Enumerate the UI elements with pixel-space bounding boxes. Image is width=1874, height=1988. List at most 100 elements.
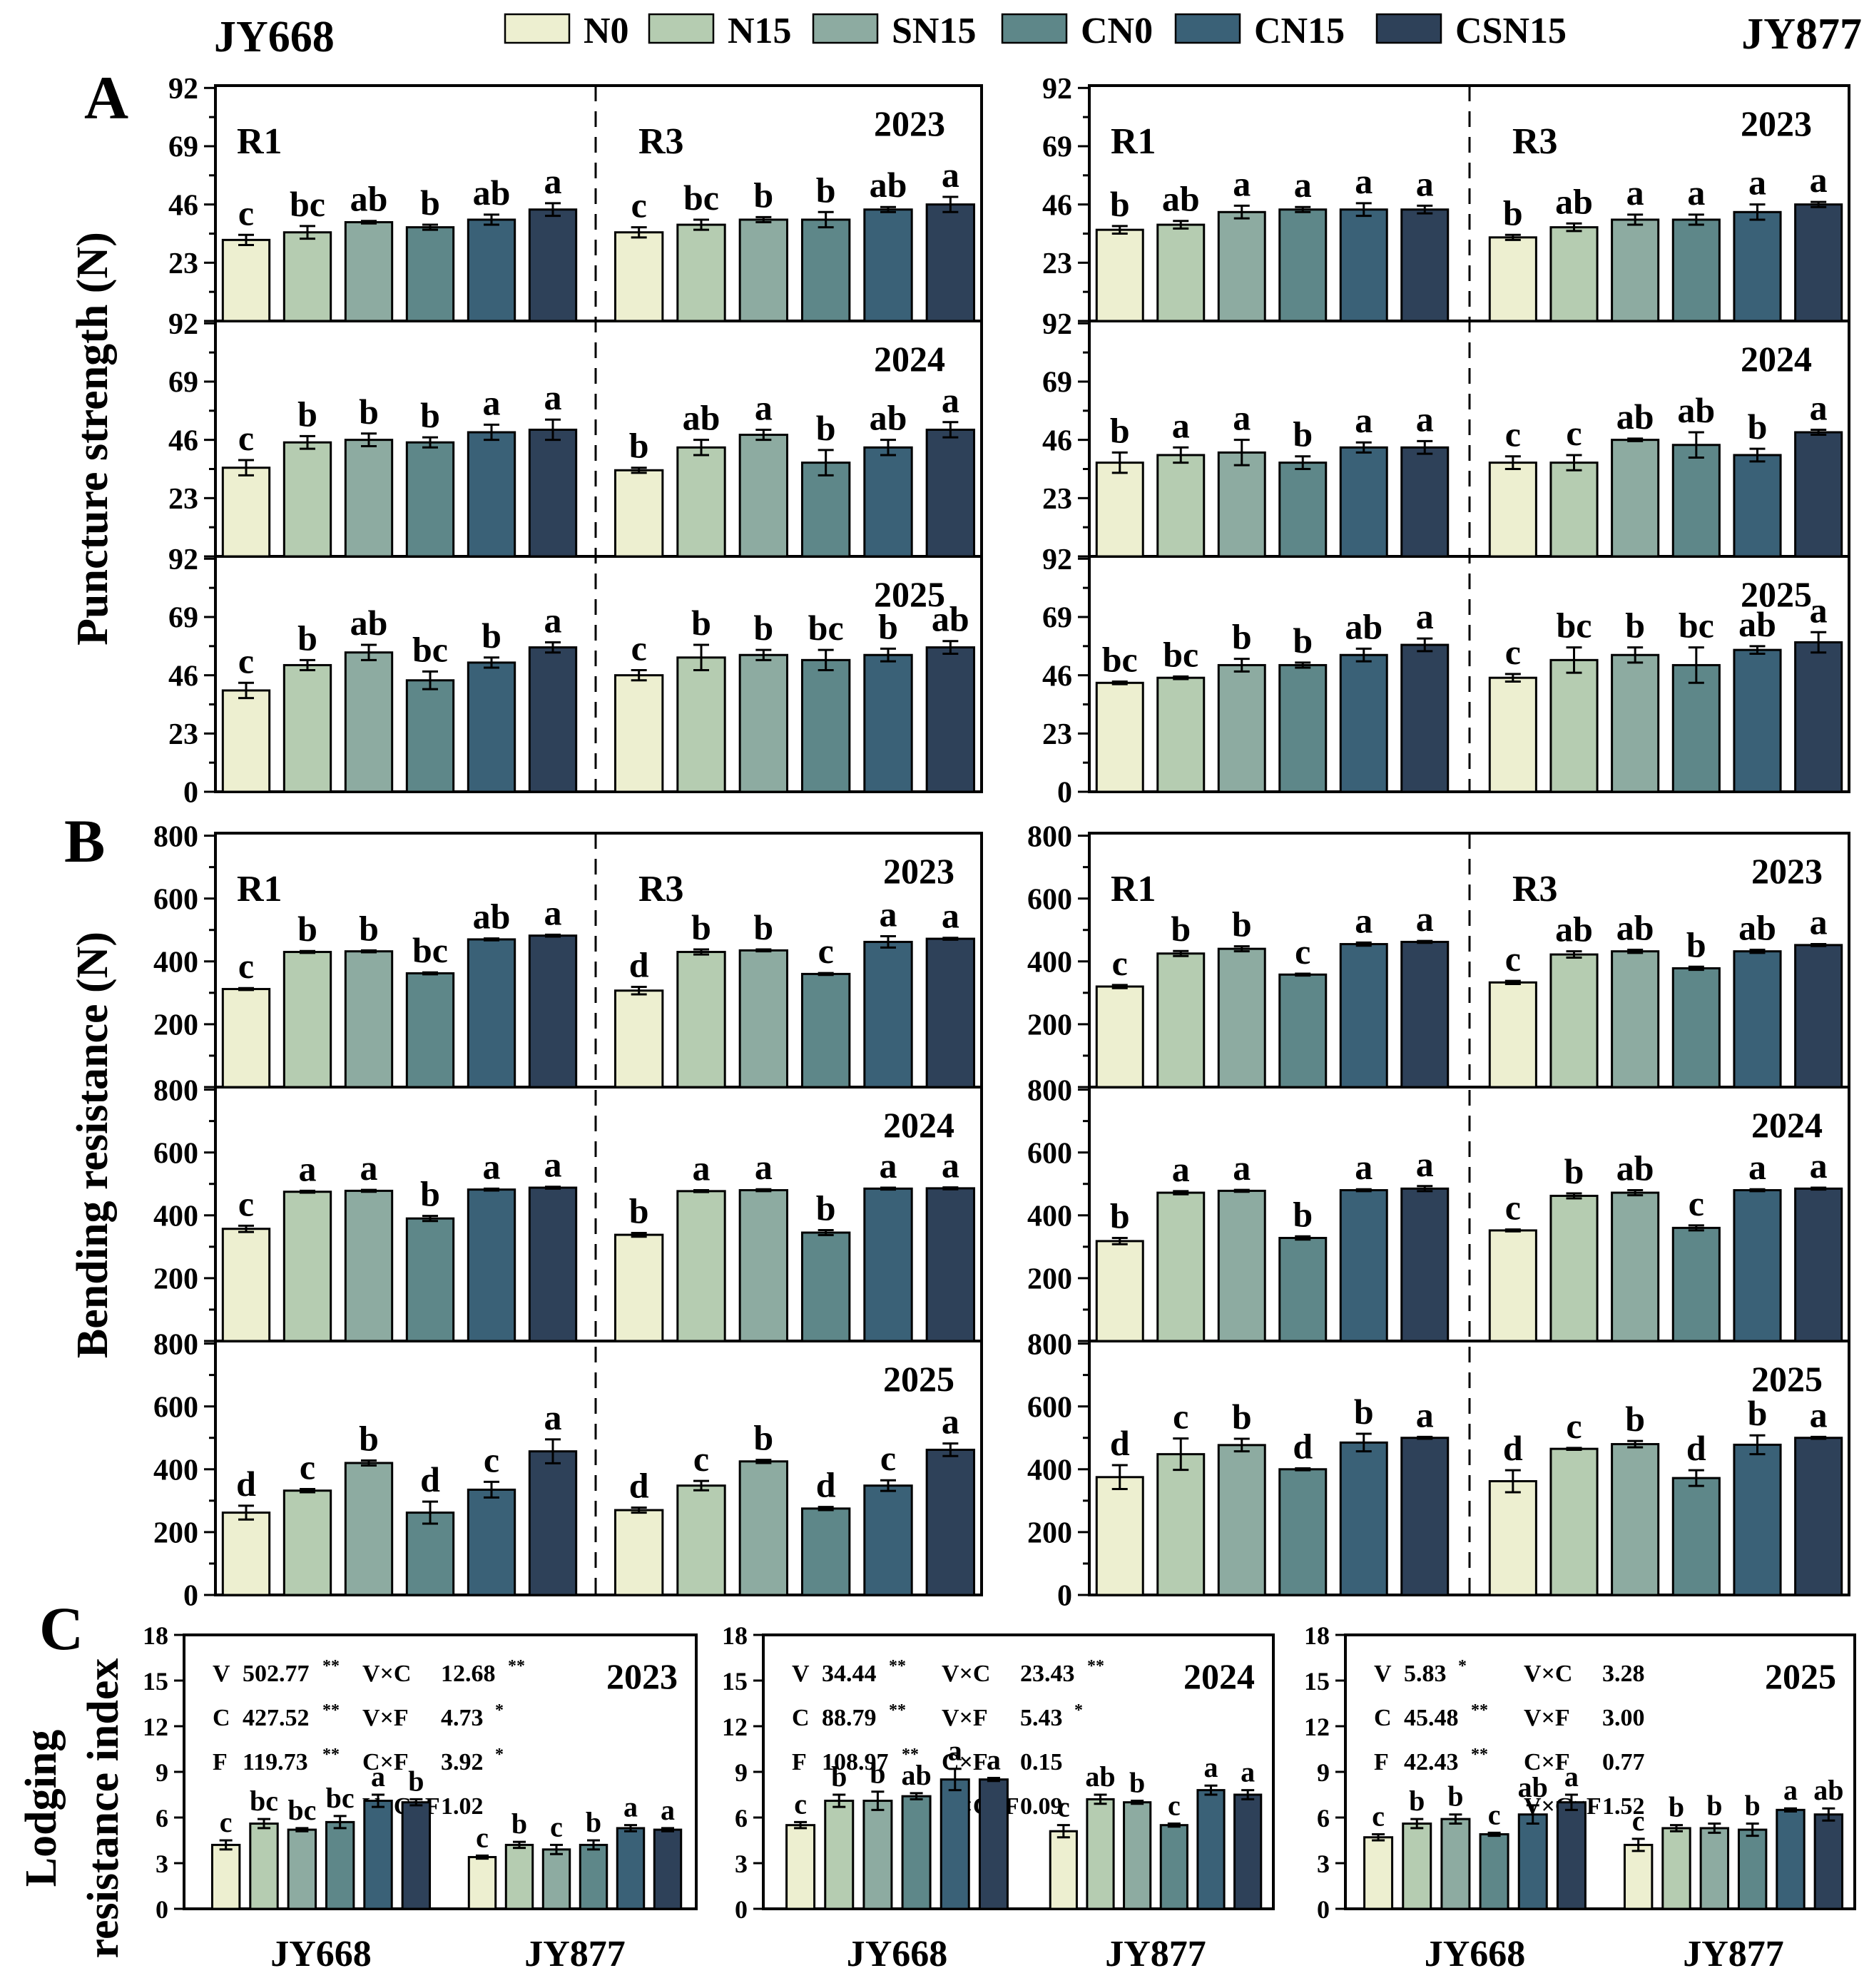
significance-label: c xyxy=(1632,1805,1645,1837)
significance-label: b xyxy=(297,618,317,658)
significance-label: b xyxy=(831,1760,847,1793)
legend-swatch-cn0 xyxy=(1001,13,1068,44)
bar-r3-csn15 xyxy=(925,428,976,558)
significance-label: a xyxy=(1355,400,1373,440)
significance-label: b xyxy=(691,907,711,947)
legend-label-cn15: CN15 xyxy=(1254,11,1345,51)
y-tick-label: 9 xyxy=(735,1758,748,1787)
significance-label: b xyxy=(753,1418,773,1458)
significance-label: b xyxy=(1503,193,1523,233)
significance-label: b xyxy=(753,608,773,648)
significance-label: a xyxy=(544,1145,562,1185)
y-tick-label: 200 xyxy=(153,1263,198,1296)
significance-label: b xyxy=(420,395,440,435)
bar-r1-n15 xyxy=(1156,952,1206,1089)
significance-label: ab xyxy=(1085,1760,1115,1793)
y-tick-label: 69 xyxy=(168,602,198,635)
stat-value: 5.83 xyxy=(1404,1661,1447,1687)
y-tick-label: 23 xyxy=(1042,248,1072,280)
stat-sig: ** xyxy=(889,1701,906,1720)
significance-label: a xyxy=(1564,1760,1579,1793)
significance-label: a xyxy=(942,155,959,195)
bar-r1-cn0 xyxy=(405,679,455,793)
year-label: 2024 xyxy=(874,339,945,379)
bar-r3-sn15 xyxy=(738,1460,789,1596)
bar-r1-cn0 xyxy=(405,972,455,1089)
significance-label: a xyxy=(1355,1147,1373,1187)
year-label: 2024 xyxy=(1183,1656,1255,1696)
y-tick-label: 46 xyxy=(1042,424,1072,457)
significance-label: a xyxy=(1233,163,1251,203)
stage-label-r1: R1 xyxy=(1111,869,1156,909)
significance-label: b xyxy=(1232,904,1252,944)
bar-r3-csn15 xyxy=(925,1448,976,1596)
significance-label: c xyxy=(1566,1406,1582,1446)
year-label: 2024 xyxy=(1741,339,1812,379)
x-group-label: JY877 xyxy=(524,1934,626,1974)
significance-label: a xyxy=(942,1146,959,1186)
bar-r3-cn0 xyxy=(1671,1477,1721,1596)
significance-label: ab xyxy=(1555,909,1593,949)
significance-label: a xyxy=(1294,165,1312,205)
y-tick-label: 600 xyxy=(1027,883,1072,916)
bar-r1-n0 xyxy=(221,1228,271,1342)
significance-label: b xyxy=(1232,617,1252,657)
stat-value: 3.92 xyxy=(441,1749,484,1775)
y-tick-label: 200 xyxy=(1027,1009,1072,1042)
year-label: 2024 xyxy=(883,1105,954,1145)
legend-swatch-cn15 xyxy=(1174,13,1241,44)
significance-label: a xyxy=(483,382,501,422)
significance-label: a xyxy=(544,161,562,201)
significance-label: c xyxy=(880,1438,896,1478)
bar-r3-cn0 xyxy=(800,658,851,793)
significance-label: b xyxy=(816,1188,836,1228)
bar-r1-sn15 xyxy=(344,221,394,322)
significance-label: c xyxy=(1168,1790,1181,1822)
y-tick-label: 400 xyxy=(153,1200,198,1233)
significance-label: c xyxy=(1295,932,1310,972)
stat-value: 23.43 xyxy=(1020,1661,1075,1687)
stat-value: 34.44 xyxy=(822,1661,877,1687)
bar-r3-cn15 xyxy=(863,1484,913,1596)
significance-label: ab xyxy=(870,398,907,438)
y-tick-label: 23 xyxy=(1042,483,1072,516)
significance-label: a xyxy=(942,896,959,936)
bar-r1-n0 xyxy=(221,988,271,1089)
significance-label: a xyxy=(1172,405,1190,445)
significance-label: c xyxy=(1505,1188,1521,1228)
significance-label: b xyxy=(1171,909,1191,949)
y-tick-label: 18 xyxy=(143,1621,168,1650)
stat-term: C xyxy=(1374,1705,1392,1731)
y-tick-label: 800 xyxy=(1027,1328,1072,1361)
bar-r3-n15 xyxy=(676,446,726,558)
significance-label: b xyxy=(297,909,317,949)
stat-term: V xyxy=(792,1661,810,1687)
bar-r3-csn15 xyxy=(1794,944,1843,1089)
bar-r3-sn15 xyxy=(738,949,789,1089)
y-tick-label: 23 xyxy=(168,248,198,280)
plot-frame xyxy=(214,832,983,1596)
significance-label: b xyxy=(482,616,501,656)
bar-r3-csn15 xyxy=(925,203,976,322)
bar-r3-cn0 xyxy=(800,218,851,322)
y-tick-label: 69 xyxy=(168,131,198,164)
bar-r3-n15 xyxy=(1549,953,1599,1089)
year-label: 2025 xyxy=(1741,574,1812,614)
year-label: 2023 xyxy=(1751,851,1823,891)
bar-r1-cn0 xyxy=(405,1217,455,1342)
bar-r1-csn15 xyxy=(528,428,578,558)
bar-r1-cn15 xyxy=(467,661,516,793)
bar-r3-cn15 xyxy=(1733,210,1782,322)
significance-label: bc xyxy=(808,608,844,648)
significance-label: a xyxy=(1810,160,1828,200)
bar-r3-n0 xyxy=(1488,676,1537,793)
significance-label: b xyxy=(1293,414,1313,454)
significance-label: c xyxy=(238,641,254,680)
legend-swatch-sn15 xyxy=(812,13,879,44)
bar-r3-n15 xyxy=(676,951,726,1089)
stat-sig: * xyxy=(1458,1657,1467,1676)
y-tick-label: 69 xyxy=(1042,602,1072,635)
bar-r1-cn0 xyxy=(405,226,455,322)
y-tick-label: 92 xyxy=(168,308,198,341)
